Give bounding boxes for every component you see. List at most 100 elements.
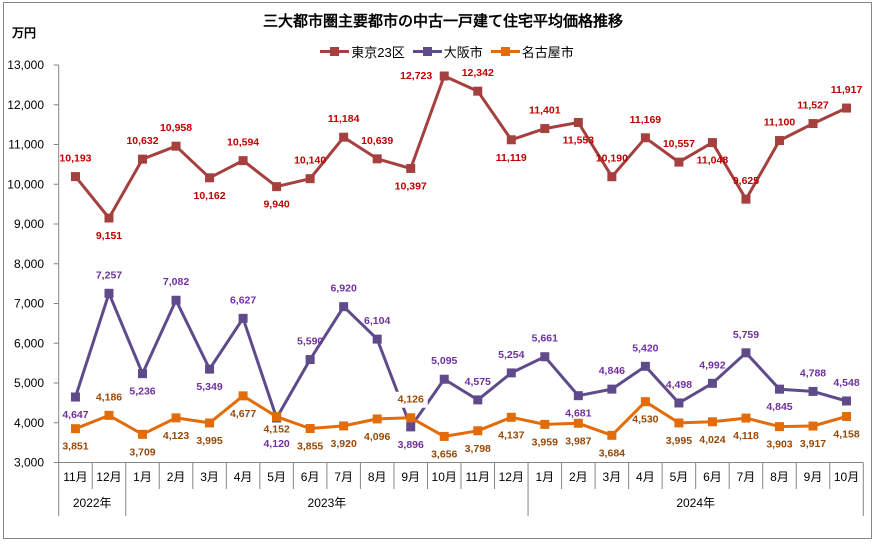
data-point-tokyo [439,71,449,81]
data-point-nagoya [406,413,416,423]
data-point-nagoya [741,413,751,423]
data-label-tokyo: 12,342 [462,67,494,79]
data-point-tokyo [640,133,650,143]
data-label-nagoya: 4,152 [263,424,289,436]
data-label-nagoya: 3,995 [196,435,222,447]
data-point-nagoya [506,412,516,422]
data-point-osaka [339,302,349,312]
data-label-tokyo: 11,917 [831,84,863,96]
data-point-tokyo [741,194,751,204]
data-point-osaka [808,386,818,396]
y-axis-unit-label: 万円 [12,26,37,40]
data-point-nagoya [473,426,483,436]
data-point-nagoya [707,417,717,427]
x-tick-label: 7月 [334,470,353,484]
legend-line-marker-icon [490,46,520,57]
x-tick-label: 5月 [267,470,286,484]
series-osaka [70,288,852,432]
data-label-nagoya: 4,158 [833,428,859,440]
data-label-osaka: 7,257 [96,269,122,281]
data-label-osaka: 7,082 [163,276,189,288]
data-point-nagoya [104,410,114,420]
legend-label-osaka: 大阪市 [443,45,483,60]
data-point-nagoya [138,429,148,439]
x-tick-label: 2月 [167,470,186,484]
x-tick-label: 6月 [301,470,320,484]
data-label-tokyo: 9,940 [263,199,289,211]
data-point-nagoya [272,412,282,422]
data-point-nagoya [70,424,80,434]
data-label-osaka: 5,759 [733,329,759,341]
y-tick-label: 11,000 [8,138,44,152]
x-tick-label: 11月 [466,470,490,484]
data-label-nagoya: 3,959 [532,436,558,448]
data-point-tokyo [808,119,818,129]
data-label-tokyo: 11,401 [529,105,561,117]
series-line-osaka [74,291,847,429]
data-label-nagoya: 3,987 [565,435,591,447]
data-point-nagoya [808,421,818,431]
data-label-nagoya: 4,126 [398,394,424,406]
data-point-osaka [506,368,516,378]
data-point-osaka [305,355,315,365]
y-tick-label: 5,000 [14,376,44,390]
legend: 東京23区 大阪市 名古屋市 [0,42,880,61]
data-label-tokyo: 10,557 [663,138,695,150]
data-point-osaka [842,396,852,406]
data-label-tokyo: 11,553 [563,135,595,147]
data-label-tokyo: 10,397 [395,180,427,192]
data-label-nagoya: 4,137 [498,429,524,441]
series-tokyo [70,71,852,223]
data-point-tokyo [339,132,349,142]
data-label-nagoya: 3,709 [129,446,155,458]
y-tick-label: 9,000 [14,217,44,231]
data-label-osaka: 4,788 [800,367,826,379]
data-label-osaka: 3,896 [398,439,424,451]
x-tick-label: 10月 [834,470,859,484]
data-point-tokyo [171,141,181,151]
data-point-tokyo [138,154,148,164]
data-point-nagoya [540,419,550,429]
data-point-tokyo [372,154,382,164]
data-point-nagoya [372,414,382,424]
data-label-nagoya: 4,123 [163,430,189,442]
data-label-osaka: 4,120 [263,438,289,450]
data-point-osaka [439,374,449,384]
year-group-label: 2023年 [308,496,347,510]
data-label-osaka: 5,661 [532,333,558,345]
data-point-nagoya [674,418,684,428]
data-label-osaka: 4,647 [62,409,88,421]
data-point-nagoya [573,418,583,428]
data-label-tokyo: 11,119 [496,152,527,164]
y-tick-label: 4,000 [14,416,44,430]
data-point-tokyo [607,172,617,182]
data-label-nagoya: 4,677 [230,408,256,420]
series-nagoya [70,391,852,441]
y-tick-label: 13,000 [7,58,44,72]
series-layer [70,71,852,441]
data-point-tokyo [272,182,282,192]
y-tick-label: 7,000 [14,297,44,311]
data-label-osaka: 5,590 [297,336,323,348]
data-point-nagoya [439,431,449,441]
data-label-nagoya: 3,995 [666,435,692,447]
legend-line-marker-icon [320,46,350,57]
data-point-osaka [238,313,248,323]
data-point-osaka [607,384,617,394]
legend-item-tokyo: 東京23区 [320,42,405,61]
data-label-osaka: 4,846 [599,365,625,377]
data-point-tokyo [305,174,315,184]
data-label-nagoya: 4,096 [364,431,390,443]
x-tick-label: 11月 [63,470,87,484]
x-tick-label: 4月 [234,470,253,484]
data-label-nagoya: 4,186 [96,391,122,403]
data-label-osaka: 4,498 [666,379,692,391]
x-tick-label: 12月 [96,470,121,484]
data-point-nagoya [205,418,215,428]
data-label-osaka: 6,104 [364,315,390,327]
legend-item-osaka: 大阪市 [412,42,483,61]
data-label-tokyo: 11,184 [328,113,360,125]
data-label-nagoya: 3,855 [297,441,323,453]
data-point-nagoya [339,421,349,431]
axes: 3,000 4,000 5,000 6,000 7,000 8,000 9,000 10,00… [7,58,864,516]
